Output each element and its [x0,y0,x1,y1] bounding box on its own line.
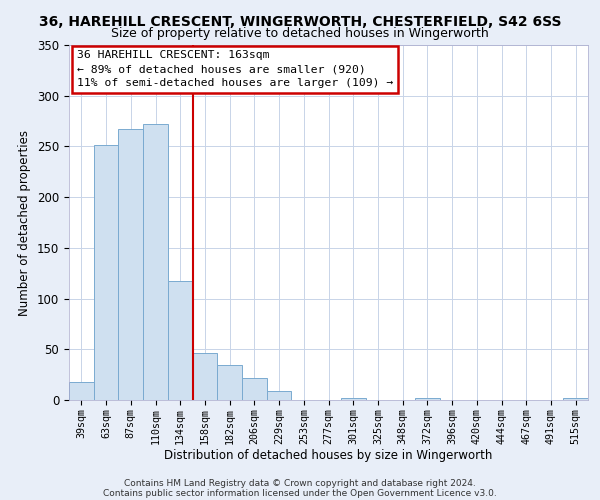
Bar [168,282,193,400]
Bar [217,364,242,400]
Text: Size of property relative to detached houses in Wingerworth: Size of property relative to detached ho… [111,28,489,40]
Bar [341,398,365,400]
Bar [69,382,94,400]
Bar [563,398,588,400]
Bar [193,354,217,400]
Text: 36, HAREHILL CRESCENT, WINGERWORTH, CHESTERFIELD, S42 6SS: 36, HAREHILL CRESCENT, WINGERWORTH, CHES… [39,14,561,28]
Bar [94,146,118,400]
X-axis label: Distribution of detached houses by size in Wingerworth: Distribution of detached houses by size … [164,449,493,462]
Bar [242,378,267,400]
Bar [267,391,292,400]
Text: Contains HM Land Registry data © Crown copyright and database right 2024.: Contains HM Land Registry data © Crown c… [124,478,476,488]
Text: 36 HAREHILL CRESCENT: 163sqm
← 89% of detached houses are smaller (920)
11% of s: 36 HAREHILL CRESCENT: 163sqm ← 89% of de… [77,50,393,88]
Y-axis label: Number of detached properties: Number of detached properties [19,130,31,316]
Text: Contains public sector information licensed under the Open Government Licence v3: Contains public sector information licen… [103,488,497,498]
Bar [415,398,440,400]
Bar [143,124,168,400]
Bar [118,129,143,400]
